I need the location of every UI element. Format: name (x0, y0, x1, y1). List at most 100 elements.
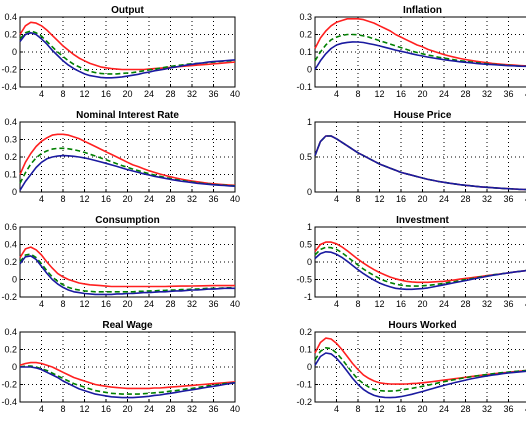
series-line-2 (19, 365, 236, 395)
y-tick-label: 0 (307, 187, 312, 197)
x-tick-label: 36 (208, 404, 218, 414)
x-tick-label: 40 (230, 404, 240, 414)
x-tick-label: 28 (165, 89, 175, 99)
x-tick-label: 16 (101, 404, 111, 414)
series-line-3 (19, 31, 236, 79)
y-tick-label: 0.1 (299, 47, 312, 57)
x-tick-label: 20 (417, 89, 427, 99)
x-tick-label: 36 (503, 299, 513, 309)
x-tick-label: 24 (144, 299, 154, 309)
series-line-3 (20, 366, 236, 399)
panel-output: 4 8 12 16 20 24 28 32 36 40 -0.4 -0.2 0 0.2 0.4 Output (1, 5, 240, 99)
x-tick-label: 40 (525, 404, 526, 414)
x-tick-label: 16 (396, 89, 406, 99)
series-line-3 (314, 352, 526, 399)
y-tick-label: 0.5 (299, 240, 312, 250)
panel-title: Hours Worked (388, 320, 456, 331)
x-tick-label: 24 (144, 89, 154, 99)
x-tick-label: 32 (482, 404, 492, 414)
x-tick-label: 24 (144, 194, 154, 204)
x-tick-label: 16 (396, 404, 406, 414)
x-tick-label: 32 (482, 299, 492, 309)
y-tick-label: 1 (307, 117, 312, 127)
y-tick-label: 0 (12, 187, 17, 197)
x-tick-label: 16 (101, 299, 111, 309)
x-tick-label: 36 (503, 89, 513, 99)
panel-title: House Price (394, 110, 452, 121)
x-tick-label: 24 (439, 299, 449, 309)
x-tick-label: 12 (79, 194, 89, 204)
x-tick-label: 16 (396, 299, 406, 309)
series-line-1 (314, 17, 526, 67)
panel-hours-worked: 4 8 12 16 20 24 28 32 36 40 -0.2 -0.1 0 0.1 0.2 Hours W… (296, 320, 526, 414)
y-tick-label: -0.4 (1, 82, 17, 92)
panel-real-wage: 4 8 12 16 20 24 28 32 36 40 -0.4 -0.2 0 0.2 0.4 Real Wa… (1, 320, 240, 414)
panel-title: Consumption (95, 215, 159, 226)
series-line-2 (314, 346, 526, 392)
x-tick-label: 32 (187, 299, 197, 309)
y-tick-label: 0.2 (4, 257, 17, 267)
x-tick-label: 24 (439, 194, 449, 204)
x-tick-label: 12 (374, 89, 384, 99)
series-line-3 (314, 41, 526, 70)
y-tick-label: -0.2 (1, 65, 17, 75)
y-tick-label: -0.1 (296, 82, 312, 92)
y-tick-label: 0.4 (4, 327, 17, 337)
x-tick-label: 4 (334, 299, 339, 309)
x-tick-label: 12 (374, 404, 384, 414)
x-tick-label: 4 (39, 299, 44, 309)
x-tick-label: 28 (460, 194, 470, 204)
x-tick-label: 16 (101, 194, 111, 204)
x-tick-label: 36 (208, 89, 218, 99)
y-tick-label: -0.1 (296, 380, 312, 390)
x-tick-label: 4 (334, 404, 339, 414)
y-tick-label: 0.4 (4, 117, 17, 127)
x-tick-label: 8 (355, 404, 360, 414)
x-tick-label: 12 (374, 194, 384, 204)
x-tick-label: 4 (39, 89, 44, 99)
x-tick-label: 8 (355, 89, 360, 99)
y-tick-label: 0.2 (299, 30, 312, 40)
y-tick-label: -0.2 (1, 380, 17, 390)
panel-title: Nominal Interest Rate (76, 110, 179, 121)
x-tick-label: 40 (230, 299, 240, 309)
x-tick-label: 12 (79, 404, 89, 414)
panel-title: Real Wage (102, 320, 153, 331)
panel-title: Investment (396, 215, 449, 226)
x-tick-label: 20 (417, 299, 427, 309)
x-tick-label: 32 (482, 89, 492, 99)
y-tick-label: -0.4 (1, 397, 17, 407)
y-tick-label: 0 (307, 362, 312, 372)
x-tick-label: 28 (165, 404, 175, 414)
series-line-3 (19, 154, 236, 191)
series-line-3 (314, 251, 526, 291)
panel-title: Output (111, 5, 144, 16)
series-line-3 (314, 135, 526, 191)
x-tick-label: 28 (460, 89, 470, 99)
panel-house-price: 4 8 12 16 20 24 28 32 36 40 0 0.5 1 House Price (299, 110, 526, 204)
x-tick-label: 20 (122, 194, 132, 204)
x-tick-label: 28 (165, 299, 175, 309)
x-tick-label: 36 (503, 194, 513, 204)
x-tick-label: 32 (187, 89, 197, 99)
y-tick-label: 0 (12, 362, 17, 372)
x-tick-label: 36 (208, 299, 218, 309)
y-tick-label: 0.2 (299, 327, 312, 337)
x-tick-label: 8 (355, 194, 360, 204)
x-tick-label: 36 (503, 404, 513, 414)
x-tick-label: 40 (230, 89, 240, 99)
x-tick-label: 36 (208, 194, 218, 204)
y-tick-label: 0.2 (4, 30, 17, 40)
x-tick-label: 32 (187, 194, 197, 204)
y-tick-label: 0.3 (299, 12, 312, 22)
plot-frame (314, 226, 526, 298)
x-tick-label: 12 (79, 89, 89, 99)
x-tick-label: 20 (417, 194, 427, 204)
x-tick-label: 28 (165, 194, 175, 204)
x-tick-label: 40 (525, 194, 526, 204)
panel-nominal-interest-rate: 4 8 12 16 20 24 28 32 36 40 0 0.1 0.2 0.3 0.4 Nominal I… (4, 110, 240, 204)
y-tick-label: 0.1 (299, 345, 312, 355)
y-tick-label: -0.2 (1, 292, 17, 302)
x-tick-label: 12 (374, 299, 384, 309)
